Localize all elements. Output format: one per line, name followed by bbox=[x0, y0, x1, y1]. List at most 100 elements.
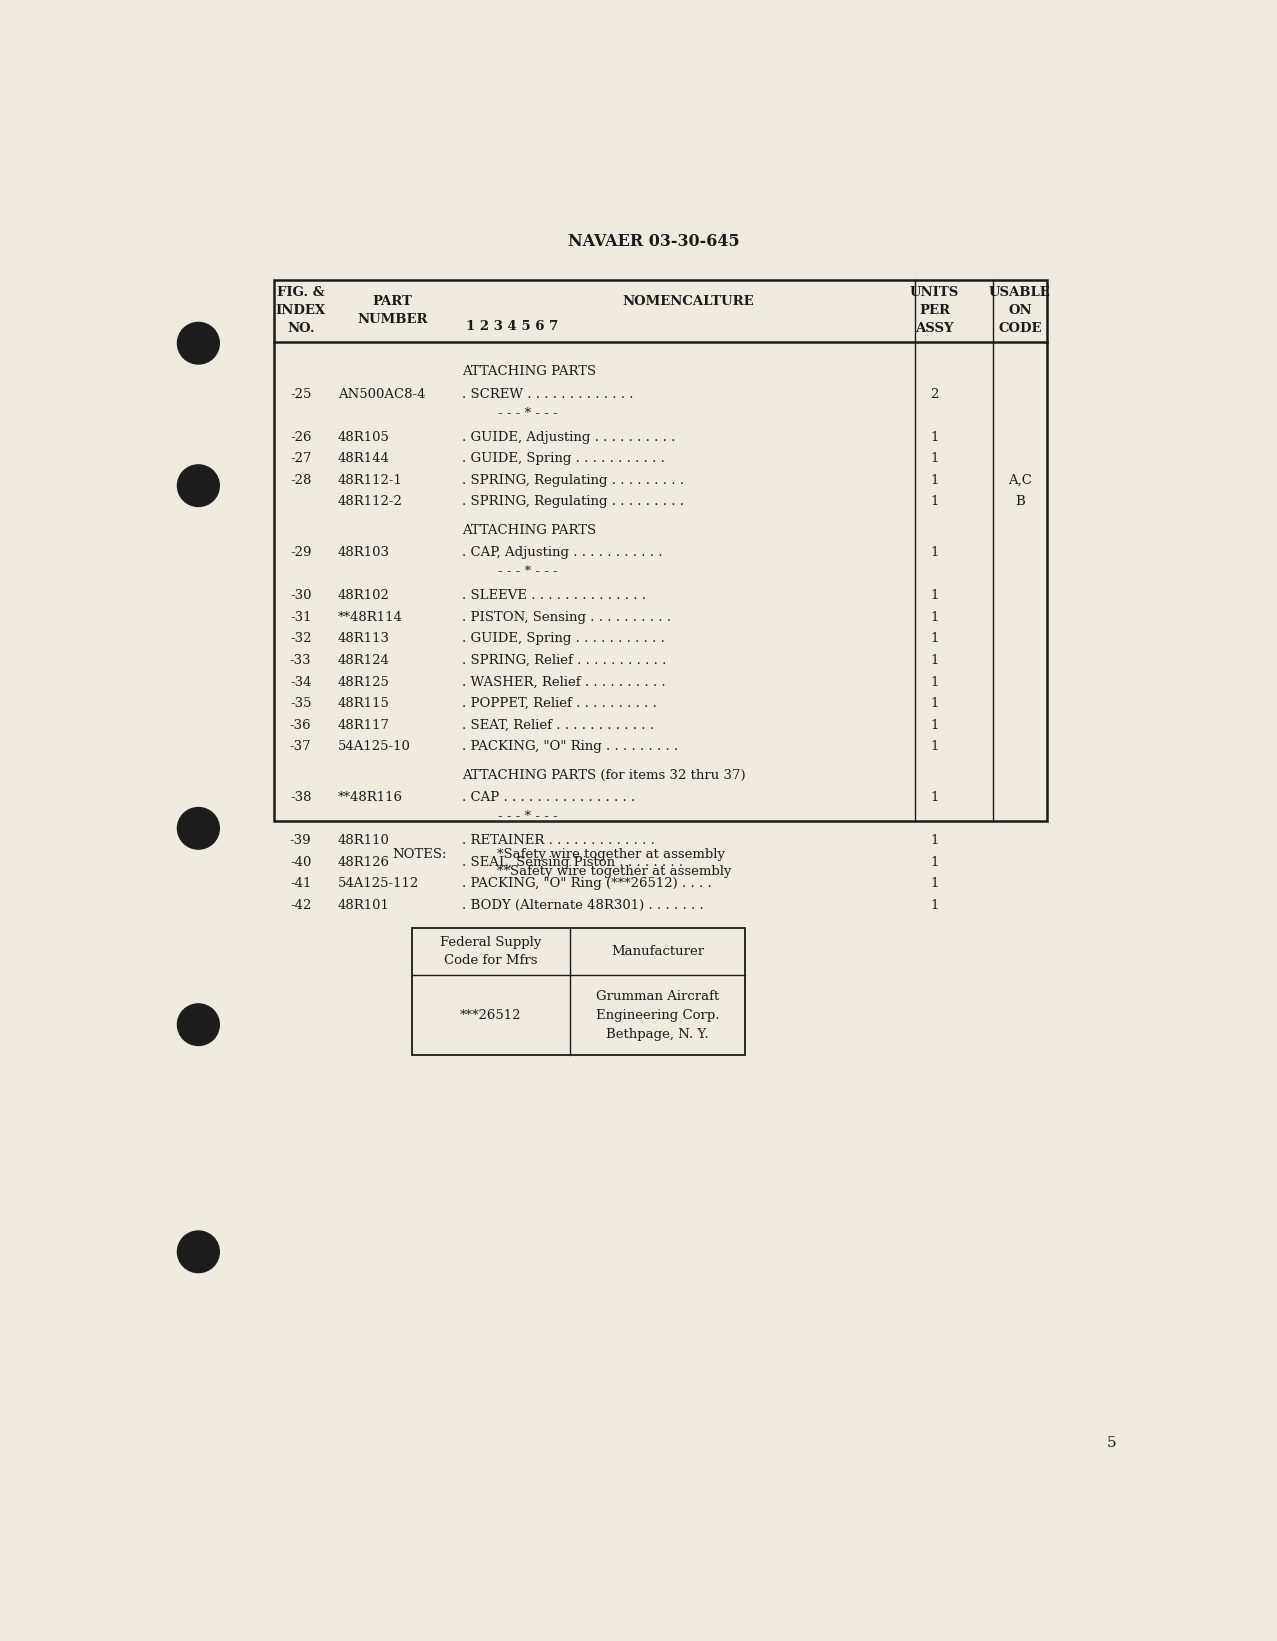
Text: -29: -29 bbox=[290, 546, 312, 560]
Text: UNITS
PER
ASSY: UNITS PER ASSY bbox=[911, 287, 959, 335]
Text: . BODY (Alternate 48R301) . . . . . . .: . BODY (Alternate 48R301) . . . . . . . bbox=[462, 899, 704, 912]
Text: 1: 1 bbox=[931, 430, 939, 443]
Text: -26: -26 bbox=[290, 430, 312, 443]
Circle shape bbox=[178, 807, 220, 848]
Text: 1: 1 bbox=[931, 589, 939, 602]
Text: 48R115: 48R115 bbox=[338, 697, 389, 711]
Text: - - - * - - -: - - - * - - - bbox=[498, 811, 558, 824]
Text: -34: -34 bbox=[290, 676, 312, 689]
Text: 48R124: 48R124 bbox=[338, 655, 389, 666]
Text: . CAP . . . . . . . . . . . . . . . .: . CAP . . . . . . . . . . . . . . . . bbox=[462, 791, 635, 804]
Circle shape bbox=[178, 1231, 220, 1273]
Text: 48R144: 48R144 bbox=[338, 453, 389, 464]
Text: 54A125-10: 54A125-10 bbox=[338, 740, 411, 753]
Text: 48R117: 48R117 bbox=[338, 719, 389, 732]
Text: 1: 1 bbox=[931, 453, 939, 464]
Text: -38: -38 bbox=[290, 791, 312, 804]
Text: 1: 1 bbox=[931, 878, 939, 891]
Text: . SEAL, Sensing Piston . . . . . . . .: . SEAL, Sensing Piston . . . . . . . . bbox=[462, 855, 683, 868]
Text: 1: 1 bbox=[931, 676, 939, 689]
Text: 5: 5 bbox=[1106, 1436, 1116, 1449]
Text: 1: 1 bbox=[931, 697, 939, 711]
Text: . PISTON, Sensing . . . . . . . . . .: . PISTON, Sensing . . . . . . . . . . bbox=[462, 610, 670, 624]
Text: 1: 1 bbox=[931, 791, 939, 804]
Text: Grumman Aircraft
Engineering Corp.
Bethpage, N. Y.: Grumman Aircraft Engineering Corp. Bethp… bbox=[596, 990, 719, 1040]
Text: -41: -41 bbox=[290, 878, 312, 891]
Text: . WASHER, Relief . . . . . . . . . .: . WASHER, Relief . . . . . . . . . . bbox=[462, 676, 665, 689]
Text: 1: 1 bbox=[931, 546, 939, 560]
Text: ATTACHING PARTS: ATTACHING PARTS bbox=[462, 366, 596, 377]
Text: 1: 1 bbox=[931, 899, 939, 912]
Text: 1: 1 bbox=[931, 655, 939, 666]
Text: - - - * - - -: - - - * - - - bbox=[498, 566, 558, 578]
Text: -42: -42 bbox=[290, 899, 312, 912]
Text: - - - * - - -: - - - * - - - bbox=[498, 407, 558, 420]
Text: NAVAER 03-30-645: NAVAER 03-30-645 bbox=[568, 233, 739, 249]
Text: . GUIDE, Adjusting . . . . . . . . . .: . GUIDE, Adjusting . . . . . . . . . . bbox=[462, 430, 676, 443]
Text: *Safety wire together at assembly: *Safety wire together at assembly bbox=[497, 847, 725, 860]
Text: 48R113: 48R113 bbox=[338, 632, 389, 645]
Text: USABLE
ON
CODE: USABLE ON CODE bbox=[988, 287, 1051, 335]
Text: 1: 1 bbox=[931, 719, 939, 732]
Text: B: B bbox=[1015, 496, 1024, 509]
Text: 48R103: 48R103 bbox=[338, 546, 389, 560]
Text: ***26512: ***26512 bbox=[460, 1009, 522, 1022]
Text: ATTACHING PARTS: ATTACHING PARTS bbox=[462, 523, 596, 537]
Text: 1: 1 bbox=[931, 474, 939, 487]
Text: 48R112-1: 48R112-1 bbox=[338, 474, 402, 487]
Text: -27: -27 bbox=[290, 453, 312, 464]
Text: 1: 1 bbox=[931, 496, 939, 509]
Text: 1: 1 bbox=[931, 632, 939, 645]
Text: 48R125: 48R125 bbox=[338, 676, 389, 689]
Text: -35: -35 bbox=[290, 697, 312, 711]
Text: 1 2 3 4 5 6 7: 1 2 3 4 5 6 7 bbox=[466, 320, 558, 333]
Text: 48R105: 48R105 bbox=[338, 430, 389, 443]
Circle shape bbox=[178, 464, 220, 507]
Text: . SPRING, Relief . . . . . . . . . . .: . SPRING, Relief . . . . . . . . . . . bbox=[462, 655, 667, 666]
Text: -33: -33 bbox=[290, 655, 312, 666]
Text: . SLEEVE . . . . . . . . . . . . . .: . SLEEVE . . . . . . . . . . . . . . bbox=[462, 589, 646, 602]
Text: **48R114: **48R114 bbox=[338, 610, 402, 624]
Text: -40: -40 bbox=[290, 855, 312, 868]
Text: 1: 1 bbox=[931, 740, 939, 753]
Text: AN500AC8-4: AN500AC8-4 bbox=[338, 387, 425, 400]
Text: 54A125-112: 54A125-112 bbox=[338, 878, 419, 891]
Text: ATTACHING PARTS (for items 32 thru 37): ATTACHING PARTS (for items 32 thru 37) bbox=[462, 768, 746, 781]
Text: PART
NUMBER: PART NUMBER bbox=[356, 295, 428, 327]
Text: . SCREW . . . . . . . . . . . . .: . SCREW . . . . . . . . . . . . . bbox=[462, 387, 633, 400]
Text: . RETAINER . . . . . . . . . . . . .: . RETAINER . . . . . . . . . . . . . bbox=[462, 834, 655, 847]
Text: **48R116: **48R116 bbox=[338, 791, 402, 804]
Text: -39: -39 bbox=[290, 834, 312, 847]
Text: . PACKING, "O" Ring . . . . . . . . .: . PACKING, "O" Ring . . . . . . . . . bbox=[462, 740, 678, 753]
Text: . GUIDE, Spring . . . . . . . . . . .: . GUIDE, Spring . . . . . . . . . . . bbox=[462, 453, 665, 464]
Text: -37: -37 bbox=[290, 740, 312, 753]
Text: -36: -36 bbox=[290, 719, 312, 732]
Bar bbox=[411, 929, 744, 1055]
Circle shape bbox=[178, 322, 220, 364]
Bar bbox=[275, 281, 1047, 820]
Text: **Safety wire together at assembly: **Safety wire together at assembly bbox=[497, 865, 732, 878]
Text: . GUIDE, Spring . . . . . . . . . . .: . GUIDE, Spring . . . . . . . . . . . bbox=[462, 632, 665, 645]
Text: NOTES:: NOTES: bbox=[392, 847, 447, 860]
Circle shape bbox=[178, 1004, 220, 1045]
Text: NOMENCALTURE: NOMENCALTURE bbox=[623, 295, 755, 309]
Text: . CAP, Adjusting . . . . . . . . . . .: . CAP, Adjusting . . . . . . . . . . . bbox=[462, 546, 663, 560]
Text: 1: 1 bbox=[931, 855, 939, 868]
Text: . SPRING, Regulating . . . . . . . . .: . SPRING, Regulating . . . . . . . . . bbox=[462, 474, 684, 487]
Text: 2: 2 bbox=[931, 387, 939, 400]
Text: Federal Supply
Code for Mfrs: Federal Supply Code for Mfrs bbox=[441, 935, 541, 967]
Text: 48R126: 48R126 bbox=[338, 855, 389, 868]
Text: 48R110: 48R110 bbox=[338, 834, 389, 847]
Text: 1: 1 bbox=[931, 610, 939, 624]
Text: -30: -30 bbox=[290, 589, 312, 602]
Text: 48R101: 48R101 bbox=[338, 899, 389, 912]
Text: . POPPET, Relief . . . . . . . . . .: . POPPET, Relief . . . . . . . . . . bbox=[462, 697, 656, 711]
Text: FIG. &
INDEX
NO.: FIG. & INDEX NO. bbox=[276, 287, 326, 335]
Text: . PACKING, "O" Ring (***26512) . . . .: . PACKING, "O" Ring (***26512) . . . . bbox=[462, 878, 711, 891]
Text: -32: -32 bbox=[290, 632, 312, 645]
Text: -28: -28 bbox=[290, 474, 312, 487]
Text: . SPRING, Regulating . . . . . . . . .: . SPRING, Regulating . . . . . . . . . bbox=[462, 496, 684, 509]
Text: Manufacturer: Manufacturer bbox=[610, 945, 704, 958]
Text: -25: -25 bbox=[290, 387, 312, 400]
Text: . SEAT, Relief . . . . . . . . . . . .: . SEAT, Relief . . . . . . . . . . . . bbox=[462, 719, 654, 732]
